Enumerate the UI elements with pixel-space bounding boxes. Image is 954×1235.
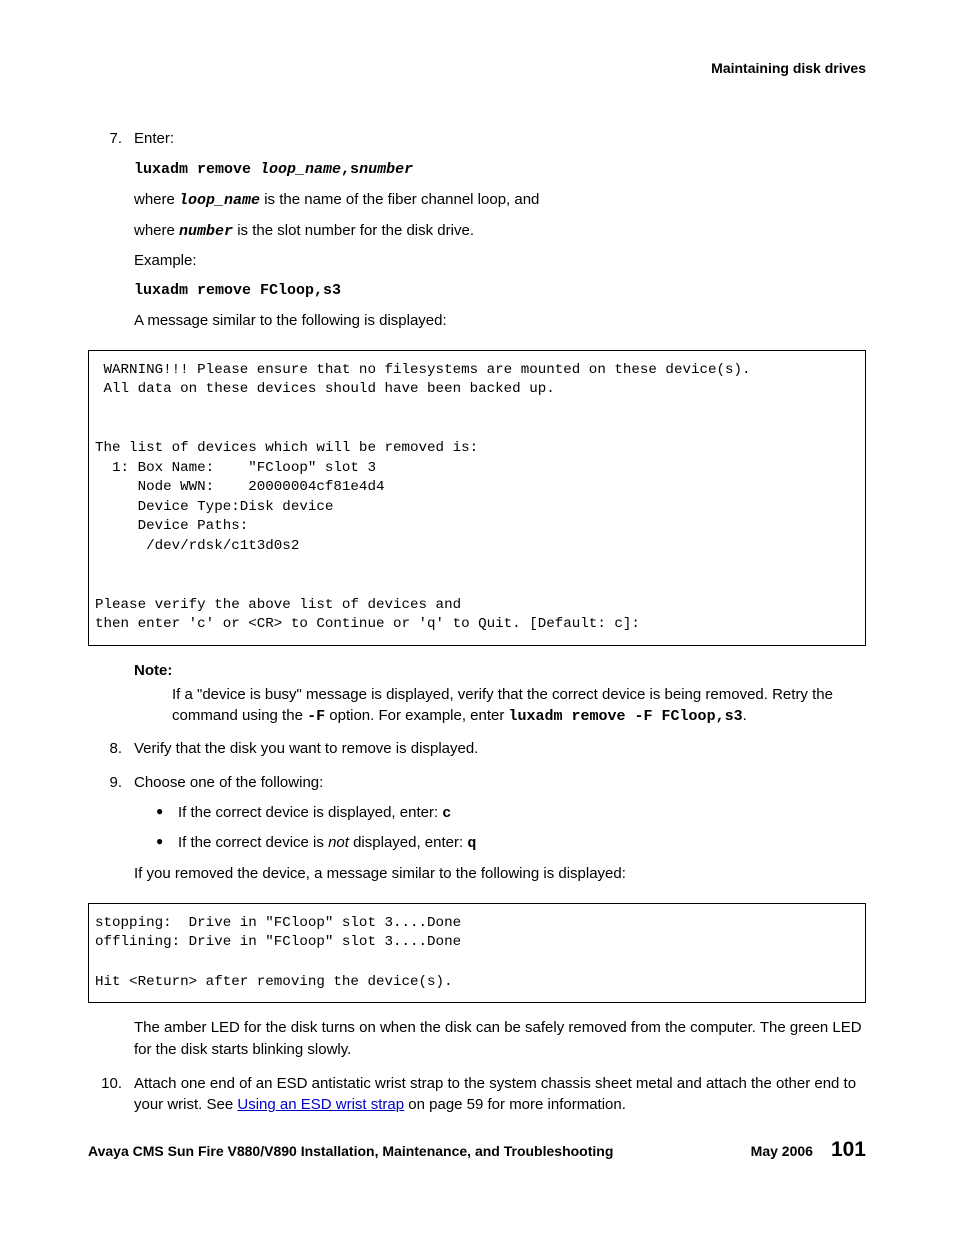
example-command: luxadm remove FCloop,s3 bbox=[134, 280, 866, 302]
command-line: luxadm remove loop_name,snumber bbox=[134, 158, 866, 181]
where-clause: where number is the slot number for the … bbox=[134, 220, 866, 243]
note-label: Note: bbox=[134, 660, 866, 682]
note-body: If a "device is busy" message is display… bbox=[134, 684, 866, 729]
terminal-output-1: WARNING!!! Please ensure that no filesys… bbox=[88, 350, 866, 646]
step-number: 9. bbox=[88, 772, 134, 893]
step-body: Attach one end of an ESD antistatic wris… bbox=[134, 1073, 866, 1125]
cross-ref-link[interactable]: Using an ESD wrist strap bbox=[237, 1096, 404, 1113]
text: is the slot number for the disk drive. bbox=[233, 222, 474, 239]
text: If the correct device is displayed, ente… bbox=[178, 804, 442, 821]
footer-title: Avaya CMS Sun Fire V880/V890 Installatio… bbox=[88, 1141, 613, 1161]
step-8: 8. Verify that the disk you want to remo… bbox=[88, 738, 866, 768]
step-text: Attach one end of an ESD antistatic wris… bbox=[134, 1073, 866, 1117]
where-clause: where loop_name is the name of the fiber… bbox=[134, 189, 866, 212]
step-body: Verify that the disk you want to remove … bbox=[134, 738, 866, 768]
step-body: Choose one of the following: If the corr… bbox=[134, 772, 866, 893]
step-text: Verify that the disk you want to remove … bbox=[134, 738, 866, 760]
step-text: Choose one of the following: bbox=[134, 772, 866, 794]
cmd-text: ,s bbox=[341, 161, 359, 178]
cmd-char: c bbox=[442, 805, 451, 822]
terminal-output-2: stopping: Drive in "FCloop" slot 3....Do… bbox=[88, 903, 866, 1003]
footer-right: May 2006 101 bbox=[751, 1135, 866, 1165]
page-number: 101 bbox=[831, 1135, 866, 1165]
step-label: Enter: bbox=[134, 128, 866, 150]
led-text: The amber LED for the disk turns on when… bbox=[134, 1017, 866, 1061]
text: where bbox=[134, 191, 179, 208]
text: where bbox=[134, 222, 179, 239]
cmd-char: q bbox=[467, 835, 476, 852]
text: If the correct device is bbox=[178, 834, 328, 851]
cmd: luxadm remove -F FCloop,s3 bbox=[509, 708, 743, 725]
step-9: 9. Choose one of the following: If the c… bbox=[88, 772, 866, 893]
cmd-text: luxadm remove bbox=[134, 161, 260, 178]
step-number: 10. bbox=[88, 1073, 134, 1125]
bullet-item: If the correct device is not displayed, … bbox=[156, 832, 866, 855]
cmd-arg: number bbox=[359, 161, 413, 178]
running-header: Maintaining disk drives bbox=[88, 58, 866, 78]
text: . bbox=[743, 707, 747, 724]
text: option. For example, enter bbox=[325, 707, 508, 724]
step-number: 8. bbox=[88, 738, 134, 768]
bullet-item: If the correct device is displayed, ente… bbox=[156, 802, 866, 825]
spacer bbox=[88, 1017, 134, 1069]
emphasis: not bbox=[328, 834, 349, 851]
led-paragraph: The amber LED for the disk turns on when… bbox=[88, 1017, 866, 1069]
text: on page 59 for more information. bbox=[404, 1096, 626, 1113]
var: number bbox=[179, 223, 233, 240]
step-number: 7. bbox=[88, 128, 134, 339]
note-block: Note: If a "device is busy" message is d… bbox=[134, 660, 866, 728]
step-10: 10. Attach one end of an ESD antistatic … bbox=[88, 1073, 866, 1125]
after-text: If you removed the device, a message sim… bbox=[134, 863, 866, 885]
cmd-arg: loop_name bbox=[260, 161, 341, 178]
page-content: Maintaining disk drives 7. Enter: luxadm… bbox=[0, 0, 954, 1168]
option: -F bbox=[307, 708, 325, 725]
message-intro: A message similar to the following is di… bbox=[134, 310, 866, 332]
example-label: Example: bbox=[134, 250, 866, 272]
var: loop_name bbox=[179, 192, 260, 209]
bullet-list: If the correct device is displayed, ente… bbox=[134, 802, 866, 856]
step-body: The amber LED for the disk turns on when… bbox=[134, 1017, 866, 1069]
text: is the name of the fiber channel loop, a… bbox=[260, 191, 539, 208]
step-body: Enter: luxadm remove loop_name,snumber w… bbox=[134, 128, 866, 339]
step-7: 7. Enter: luxadm remove loop_name,snumbe… bbox=[88, 128, 866, 339]
page-footer: Avaya CMS Sun Fire V880/V890 Installatio… bbox=[88, 1135, 866, 1165]
footer-date: May 2006 bbox=[751, 1141, 813, 1161]
text: displayed, enter: bbox=[349, 834, 467, 851]
